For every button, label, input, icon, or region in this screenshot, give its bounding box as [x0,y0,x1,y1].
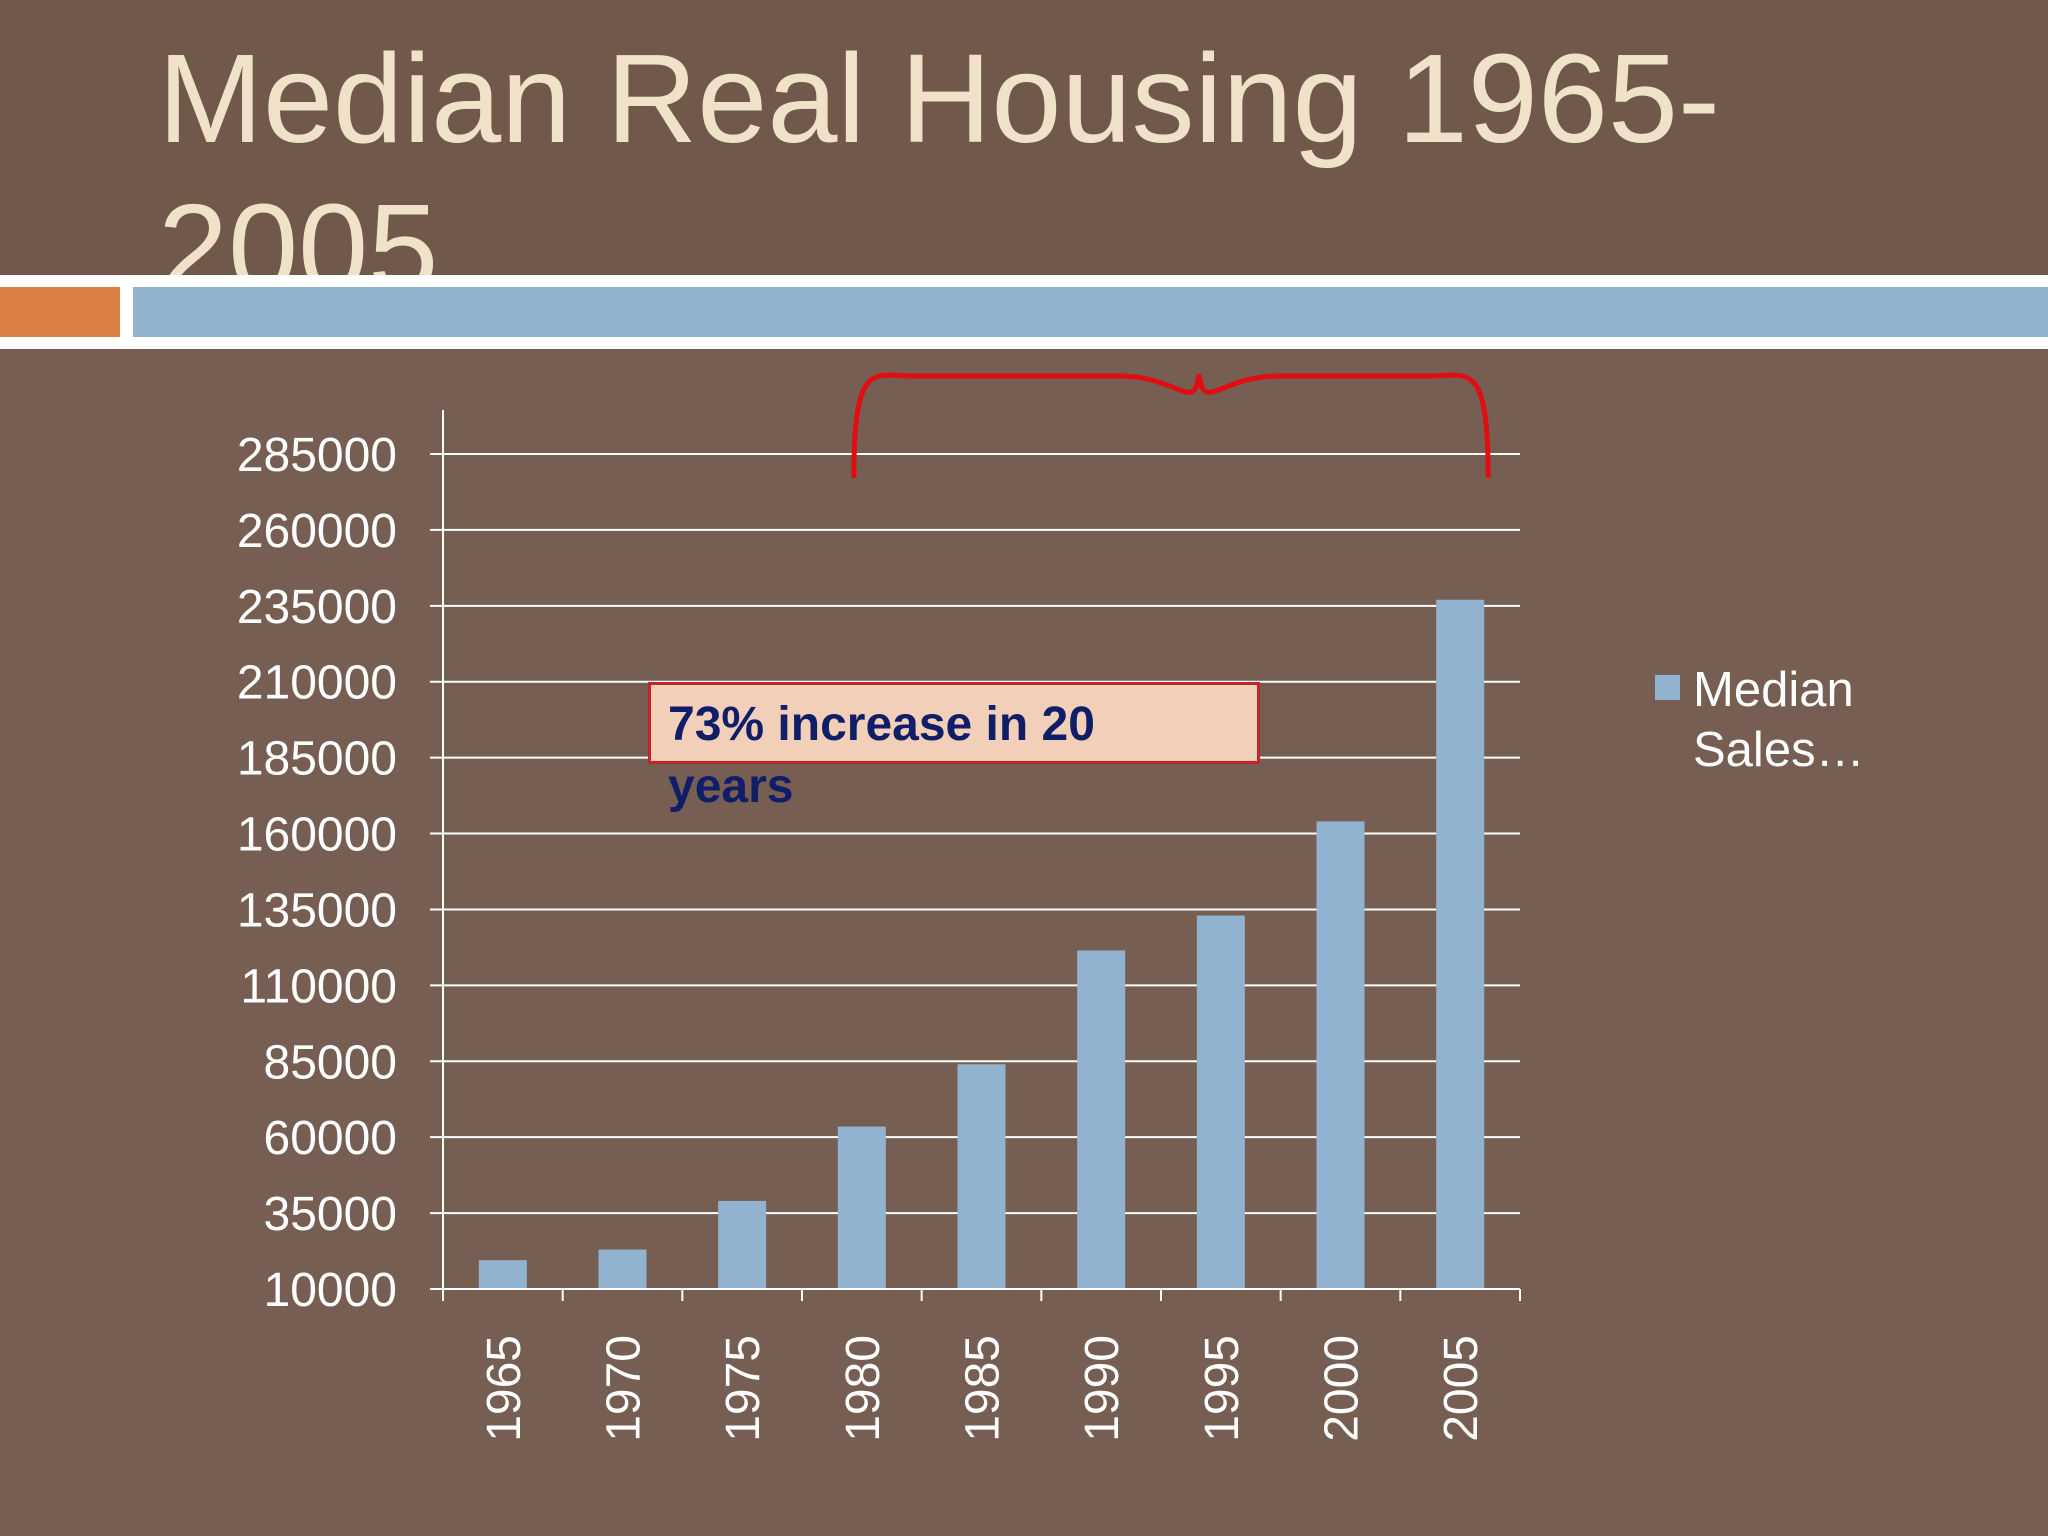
x-tick-label: 1990 [1076,1335,1129,1442]
bars [478,599,1485,1289]
bracket-annotation [851,372,1491,479]
x-axis-ticks: 1965 1970 1975 1980 1985 1990 1995 2000 2005 [478,1335,1488,1442]
x-tick-label: 1965 [478,1335,531,1442]
axes [442,410,1521,1301]
y-tick-label: 135000 [237,884,397,937]
slide-title: Median Real Housing 1965-2005 [158,28,1720,319]
title-band [0,0,2048,275]
bar-1970 [598,1249,647,1289]
y-tick-label: 235000 [237,581,397,634]
bar-1965 [478,1260,527,1289]
callout-box [648,682,1260,764]
bar-1995 [1196,915,1245,1289]
bar-1985 [957,1064,1006,1289]
bar-1975 [718,1200,767,1289]
y-tick-label: 160000 [237,809,397,862]
bar-2005 [1436,599,1485,1289]
x-tick-label: 1995 [1196,1335,1249,1442]
legend-label: Median Sales… [1693,663,1865,777]
x-tick-label: 2005 [1435,1335,1488,1442]
x-tick-label: 1970 [598,1335,651,1442]
x-tick-label: 1980 [837,1335,890,1442]
bar-1990 [1077,950,1126,1289]
divider-blue-bar [133,287,2048,337]
y-tick-label: 185000 [237,733,397,786]
bar-1980 [837,1126,886,1289]
x-tick-label: 1985 [957,1335,1010,1442]
y-tick-label: 60000 [264,1112,397,1165]
bar-2000 [1316,821,1365,1289]
divider-orange-block [0,287,120,337]
y-tick-label: 35000 [264,1188,397,1241]
x-tick-label: 2000 [1316,1335,1369,1442]
x-tick-label: 1975 [717,1335,770,1442]
y-tick-label: 110000 [240,960,397,1013]
y-tick-label: 85000 [264,1036,397,1089]
y-tick-label: 210000 [237,657,397,710]
y-tick-label: 10000 [264,1264,397,1317]
y-tick-label: 285000 [237,429,397,482]
callout-text: 73% increase in 20 years [668,698,1095,813]
legend-swatch [1655,675,1680,700]
y-axis-ticks: 10000 35000 60000 85000 110000 135000 160000 18… [237,429,397,1317]
y-tick-label: 260000 [237,505,397,558]
